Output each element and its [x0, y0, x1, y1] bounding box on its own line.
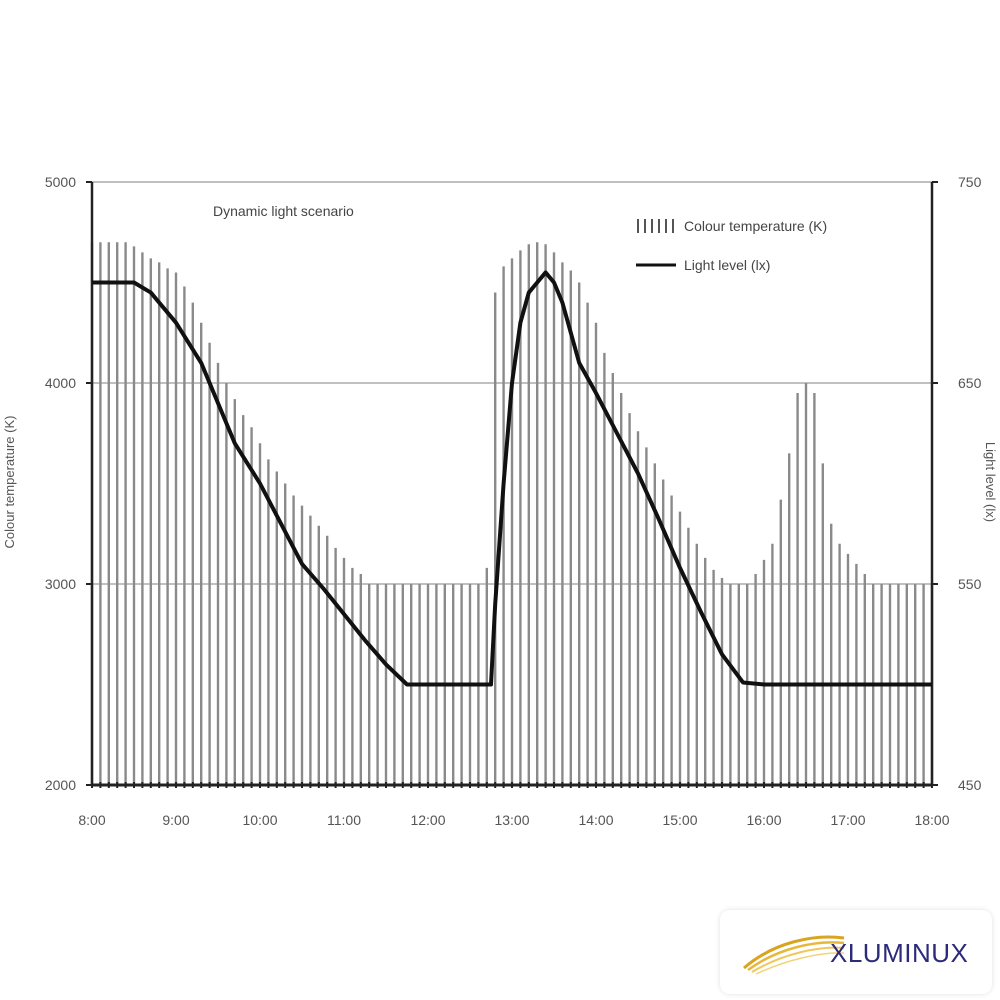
- legend-label-light-level: Light level (lx): [684, 257, 770, 273]
- legend-label-colour-temperature: Colour temperature (K): [684, 218, 827, 234]
- y-axis-right-title: Light level (lx): [983, 442, 998, 522]
- y-right-tick-label: 750: [958, 174, 982, 190]
- x-tick-label: 12:00: [410, 812, 445, 828]
- y-right-tick-label: 550: [958, 576, 982, 592]
- y-axis-left-title: Colour temperature (K): [2, 416, 17, 549]
- y-right-tick-label: 650: [958, 375, 982, 391]
- brand-logo: XLUMINUX: [720, 910, 992, 994]
- y-right-tick-label: 450: [958, 777, 982, 793]
- legend-bar-swatch: [637, 219, 674, 233]
- x-tick-label: 15:00: [662, 812, 697, 828]
- light-level-line: [92, 270, 932, 687]
- x-tick-label: 18:00: [914, 812, 949, 828]
- y-left-tick-label: 2000: [45, 777, 76, 793]
- x-tick-label: 11:00: [327, 812, 361, 828]
- legend: Colour temperature (K) Light level (lx): [636, 218, 827, 273]
- x-tick-label: 13:00: [494, 812, 529, 828]
- x-tick-label: 9:00: [162, 812, 189, 828]
- y-left-tick-label: 4000: [45, 375, 76, 391]
- x-tick-label: 16:00: [746, 812, 781, 828]
- axes: [86, 181, 938, 788]
- y-left-tick-label: 3000: [45, 576, 76, 592]
- tick-labels: 2000 3000 4000 5000 450 550 650 750 8:00 9:00 10:0…: [45, 174, 982, 828]
- x-tick-label: 14:00: [578, 812, 613, 828]
- logo-swoosh-icon: [743, 935, 845, 975]
- x-tick-label: 8:00: [78, 812, 105, 828]
- chart-title: Dynamic light scenario: [213, 203, 354, 219]
- x-tick-label: 17:00: [830, 812, 865, 828]
- logo-text: XLUMINUX: [830, 938, 969, 968]
- y-left-tick-label: 5000: [45, 174, 76, 190]
- x-tick-label: 10:00: [242, 812, 277, 828]
- colour-temperature-bars: [90, 242, 934, 785]
